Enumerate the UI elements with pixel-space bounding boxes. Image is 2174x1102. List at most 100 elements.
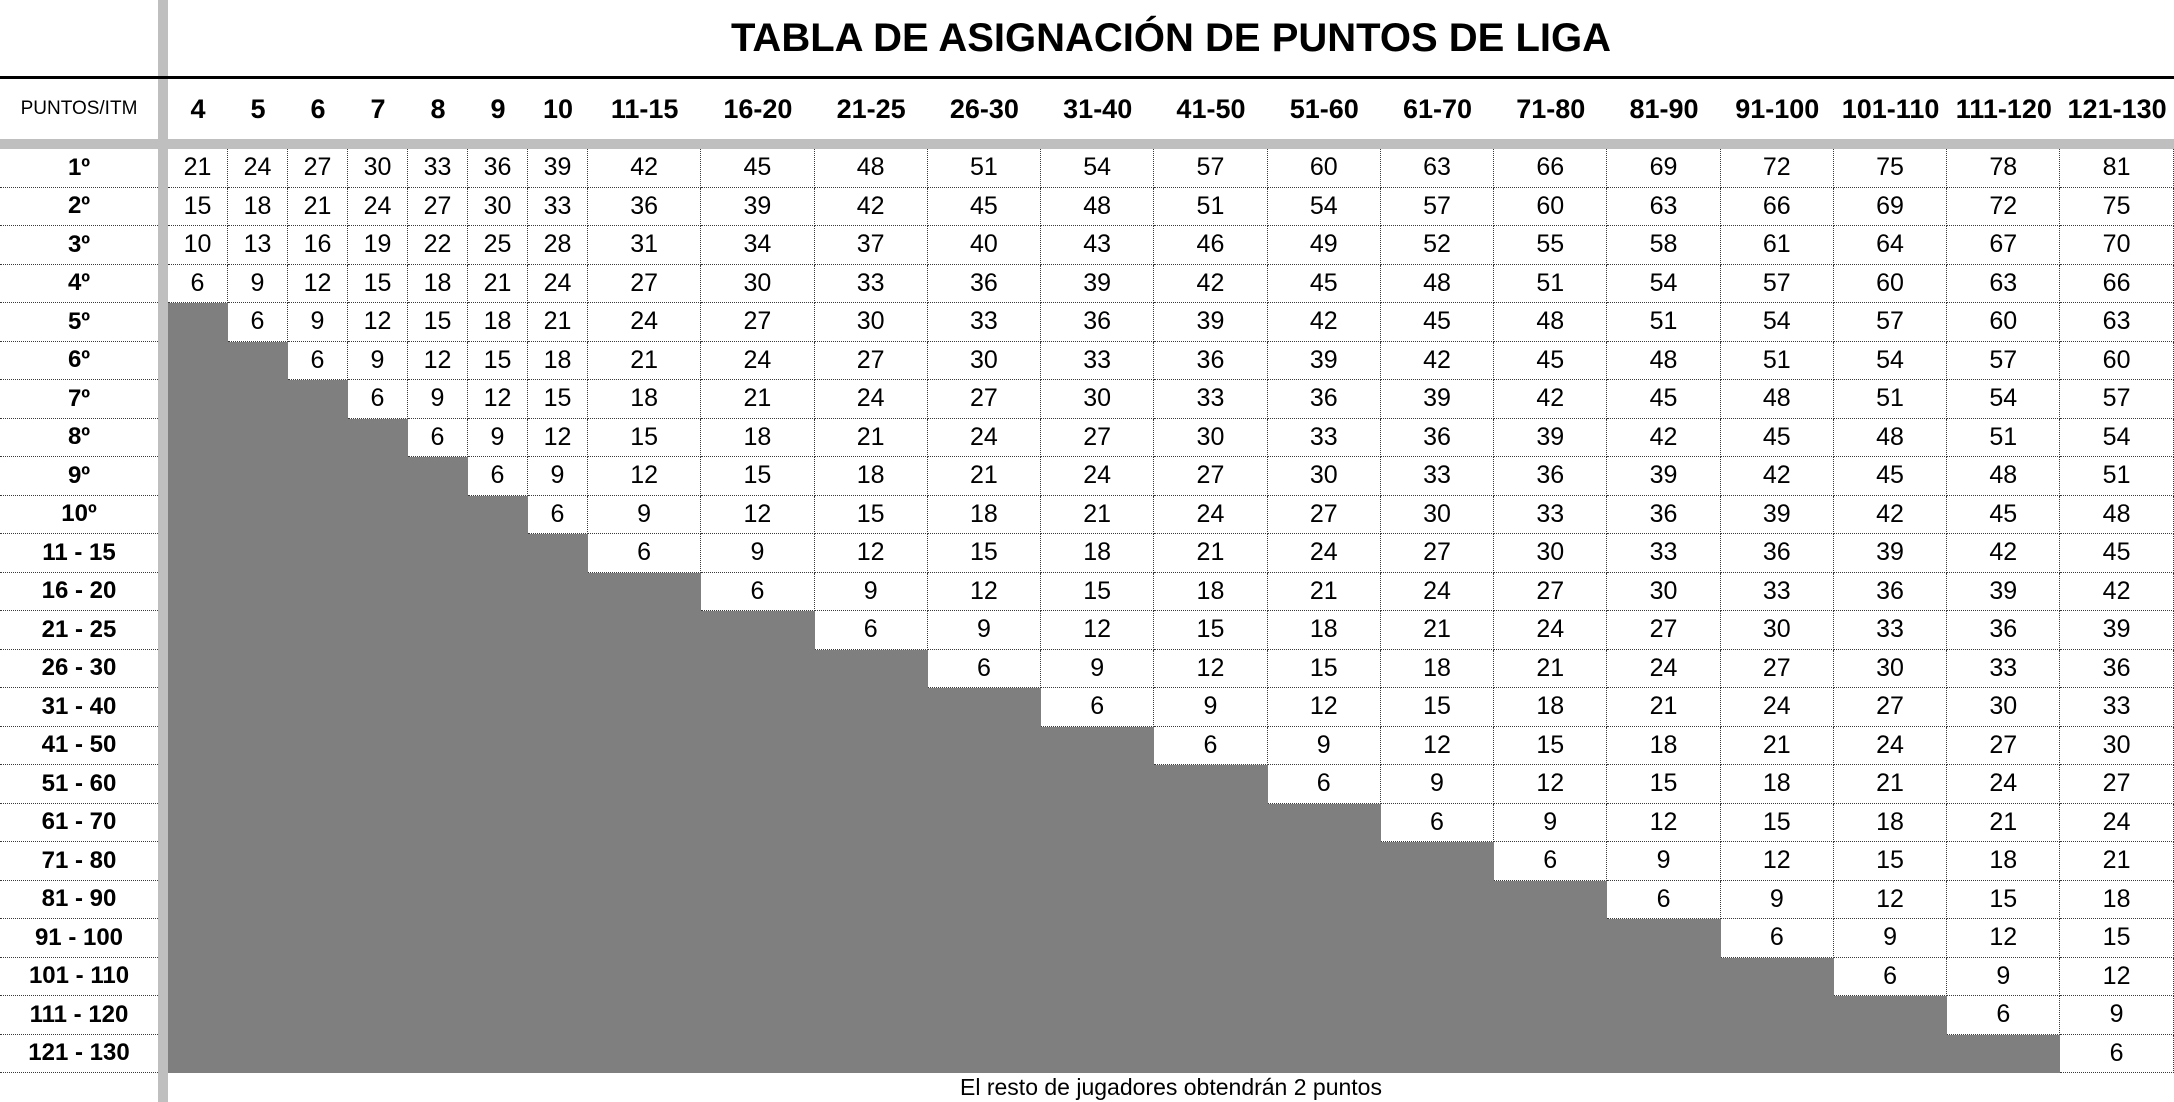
points-cell: 12 (1041, 611, 1155, 650)
points-cell: 27 (1380, 534, 1495, 573)
points-cell: 45 (2060, 534, 2174, 573)
filled-cell (168, 1034, 228, 1073)
points-cell: 6 (408, 418, 468, 457)
points-cell: 30 (1380, 495, 1495, 534)
filled-cell (701, 803, 815, 842)
filled-cell (1720, 996, 1834, 1035)
points-cell: 33 (1607, 534, 1721, 573)
row-label: 7º (0, 380, 158, 419)
column-header: 31-40 (1063, 93, 1133, 124)
points-cell: 33 (1154, 380, 1268, 419)
points-cell: 72 (1947, 187, 2061, 226)
table-row: 16 - 20 6 9 12 15 18 21 24 27 30 33 36 39 42 (0, 572, 2174, 611)
filled-cell (468, 1034, 528, 1073)
filled-cell (1154, 1034, 1268, 1073)
points-cell: 12 (588, 457, 702, 496)
filled-cell (814, 880, 928, 919)
divider-gap (158, 688, 168, 727)
points-cell: 27 (701, 303, 815, 342)
points-cell: 21 (528, 303, 588, 342)
filled-cell (814, 726, 928, 765)
filled-cell (927, 880, 1042, 919)
filled-cell (927, 842, 1042, 881)
points-cell: 57 (1720, 264, 1834, 303)
points-cell: 21 (1607, 688, 1721, 727)
points-cell: 27 (1833, 688, 1948, 727)
filled-cell (408, 649, 468, 688)
column-header: 11-15 (610, 93, 679, 124)
filled-cell (468, 572, 528, 611)
filled-cell (228, 572, 288, 611)
table-row: 71 - 80 6 9 12 15 18 21 (0, 842, 2174, 881)
filled-cell (588, 880, 702, 919)
row-label: 41 - 50 (0, 727, 158, 765)
points-cell: 9 (701, 534, 815, 573)
filled-cell (1720, 1034, 1834, 1073)
table-row: 41 - 50 6 9 12 15 18 21 24 27 30 (0, 726, 2174, 765)
points-cell: 18 (701, 418, 815, 457)
row-label: 1º (0, 149, 158, 188)
points-cell: 58 (1607, 226, 1721, 265)
filled-cell (814, 765, 928, 804)
filled-cell (927, 996, 1042, 1035)
points-cell: 27 (1494, 572, 1608, 611)
points-cell: 69 (1833, 187, 1948, 226)
filled-cell (408, 688, 468, 727)
filled-cell (701, 1034, 815, 1073)
filled-cell (814, 957, 928, 996)
points-cell: 51 (1607, 303, 1721, 342)
points-cell: 16 (288, 226, 348, 265)
filled-cell (468, 880, 528, 919)
row-label: 91 - 100 (0, 919, 158, 958)
filled-cell (288, 842, 348, 881)
points-cell: 64 (1833, 226, 1948, 265)
points-cell: 18 (228, 187, 288, 226)
filled-cell (408, 457, 468, 496)
filled-cell (468, 726, 528, 765)
points-cell: 24 (1154, 495, 1268, 534)
filled-cell (1041, 803, 1155, 842)
filled-cell (528, 919, 588, 958)
table-row: 10º 6 9 12 15 18 21 24 27 30 33 36 39 42 45 48 (0, 495, 2174, 534)
points-cell: 6 (288, 341, 348, 380)
points-cell: 21 (1720, 726, 1834, 765)
filled-cell (588, 611, 702, 650)
points-cell: 39 (1947, 572, 2061, 611)
filled-cell (348, 765, 408, 804)
points-cell: 18 (408, 264, 468, 303)
filled-cell (168, 572, 228, 611)
filled-cell (701, 842, 815, 881)
points-cell: 36 (468, 149, 528, 188)
filled-cell (228, 649, 288, 688)
filled-cell (288, 765, 348, 804)
filled-cell (348, 572, 408, 611)
points-cell: 30 (1267, 457, 1381, 496)
filled-cell (528, 572, 588, 611)
points-cell: 30 (701, 264, 815, 303)
points-cell: 12 (408, 341, 468, 380)
points-cell: 9 (1833, 919, 1948, 958)
filled-cell (408, 919, 468, 958)
filled-cell (1041, 765, 1155, 804)
filled-cell (468, 803, 528, 842)
filled-cell (814, 649, 928, 688)
filled-cell (408, 880, 468, 919)
points-cell: 30 (927, 341, 1042, 380)
divider-gap (158, 342, 168, 381)
points-cell: 46 (1154, 226, 1268, 265)
points-cell: 9 (1720, 880, 1834, 919)
filled-cell (1041, 957, 1155, 996)
filled-cell (228, 418, 288, 457)
table-row: 8º 6 9 12 15 18 21 24 27 30 33 36 39 42 45 48 51 54 (0, 418, 2174, 457)
table-row: 31 - 40 6 9 12 15 18 21 24 27 30 33 (0, 688, 2174, 727)
filled-cell (228, 919, 288, 958)
points-cell: 30 (1720, 611, 1834, 650)
filled-cell (1720, 957, 1834, 996)
points-cell: 12 (1720, 842, 1834, 881)
points-cell: 12 (701, 495, 815, 534)
filled-cell (814, 996, 928, 1035)
points-cell: 27 (1041, 418, 1155, 457)
filled-cell (348, 457, 408, 496)
filled-cell (701, 611, 815, 650)
points-cell: 9 (814, 572, 928, 611)
